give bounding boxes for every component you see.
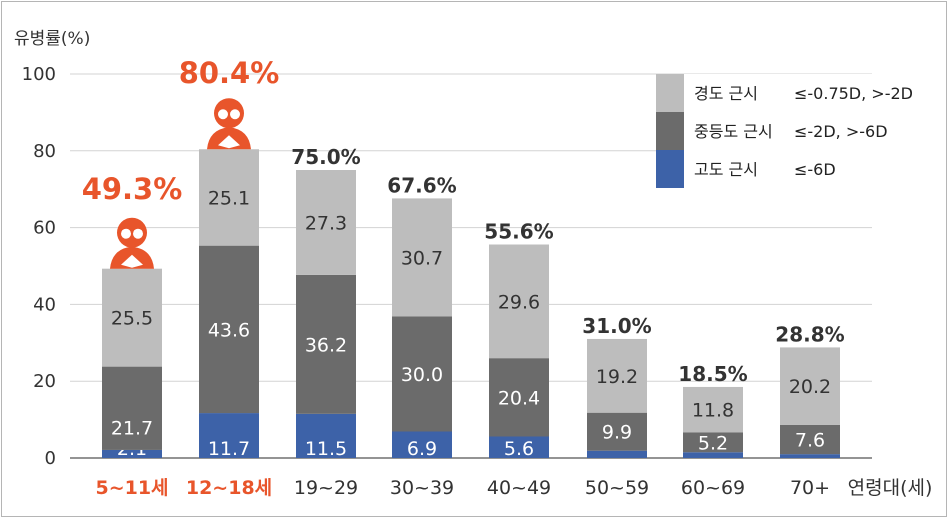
segment-value-label: 36.2	[305, 334, 347, 356]
bar-segment	[780, 424, 840, 455]
segment-value-label: 27.3	[305, 212, 347, 234]
bar-segment	[102, 449, 162, 458]
y-tick-label: 40	[33, 294, 56, 315]
segment-value-label: 21.7	[111, 418, 153, 440]
bar-segment	[780, 347, 840, 425]
x-tick-label: 30~39	[390, 477, 454, 499]
segment-value-label: 11.8	[692, 400, 734, 422]
bar-segment	[489, 358, 549, 437]
bar-segment	[683, 432, 743, 453]
legend-box	[656, 74, 932, 190]
total-value-label: 67.6%	[387, 173, 456, 197]
y-tick-label: 80	[33, 141, 56, 162]
y-tick-label: 0	[45, 448, 56, 469]
segment-value-label: 20.4	[498, 387, 540, 409]
y-tick-label: 100	[22, 64, 56, 85]
bar-segment	[489, 244, 549, 359]
reading-student-icon	[207, 98, 251, 150]
bar-segment	[587, 450, 647, 458]
x-tick-label: 19~29	[294, 477, 358, 499]
bar-segment	[296, 274, 356, 414]
x-tick-label: 70+	[790, 477, 830, 499]
segment-value-label: 5.6	[504, 438, 534, 460]
y-tick-label: 60	[33, 218, 56, 239]
x-axis-title: 연령대(세)	[848, 477, 933, 499]
bar-segment	[780, 454, 840, 458]
x-tick-label: 5~11세	[95, 477, 168, 499]
segment-value-label: 25.1	[208, 187, 250, 209]
legend-label: 경도 근시	[694, 84, 758, 103]
segment-value-label: 29.6	[498, 291, 540, 313]
legend-criterion: ≤-0.75D, >-2D	[794, 84, 913, 103]
reading-student-icon	[110, 217, 154, 269]
y-axis-title: 유병률(%)	[14, 29, 90, 49]
bar-segment	[392, 431, 452, 458]
segment-value-label: 19.2	[596, 366, 638, 388]
segment-value-label: 30.7	[401, 247, 443, 269]
segment-value-label: 20.2	[789, 376, 831, 398]
bar-segment	[392, 198, 452, 317]
total-value-label: 75.0%	[291, 145, 360, 169]
total-value-label: 31.0%	[582, 314, 651, 338]
bar-segment	[587, 412, 647, 451]
bar-segment	[199, 413, 259, 458]
segment-value-label: 7.6	[795, 430, 825, 452]
legend-swatch	[656, 112, 684, 150]
total-value-label: 28.8%	[775, 322, 844, 346]
legend-criterion: ≤-2D, >-6D	[794, 122, 888, 141]
bar-segment	[296, 170, 356, 275]
segment-value-label: 5.2	[698, 432, 728, 454]
bar-segment	[199, 245, 259, 414]
segment-value-label: 25.5	[111, 308, 153, 330]
bar-segment	[683, 452, 743, 458]
segment-value-label: 6.9	[407, 438, 437, 460]
bar-segment	[392, 316, 452, 432]
x-tick-label: 40~49	[487, 477, 551, 499]
x-tick-label: 50~59	[585, 477, 649, 499]
segment-value-label: 9.9	[602, 422, 632, 444]
segment-value-label: 11.7	[208, 438, 250, 460]
bar-segment	[587, 338, 647, 413]
bar-segment	[102, 366, 162, 450]
bar-segment	[296, 413, 356, 458]
total-value-label: 49.3%	[82, 172, 183, 206]
bar-segment	[102, 268, 162, 367]
legend-criterion: ≤-6D	[794, 160, 836, 179]
legend-swatch	[656, 74, 684, 112]
bar-segment	[489, 436, 549, 458]
total-value-label: 80.4%	[179, 56, 280, 90]
y-tick-label: 20	[33, 371, 56, 392]
segment-value-label: 30.0	[401, 364, 443, 386]
legend-label: 고도 근시	[694, 160, 758, 179]
segment-value-label: 43.6	[208, 319, 250, 341]
total-value-label: 18.5%	[678, 362, 747, 386]
x-tick-label: 12~18세	[186, 477, 272, 499]
bar-segment	[683, 386, 743, 433]
segment-value-label: 11.5	[305, 438, 347, 460]
x-tick-label: 60~69	[681, 477, 745, 499]
legend-swatch	[656, 150, 684, 188]
legend-label: 중등도 근시	[694, 122, 773, 141]
bar-segment	[199, 149, 259, 246]
total-value-label: 55.6%	[484, 219, 553, 243]
